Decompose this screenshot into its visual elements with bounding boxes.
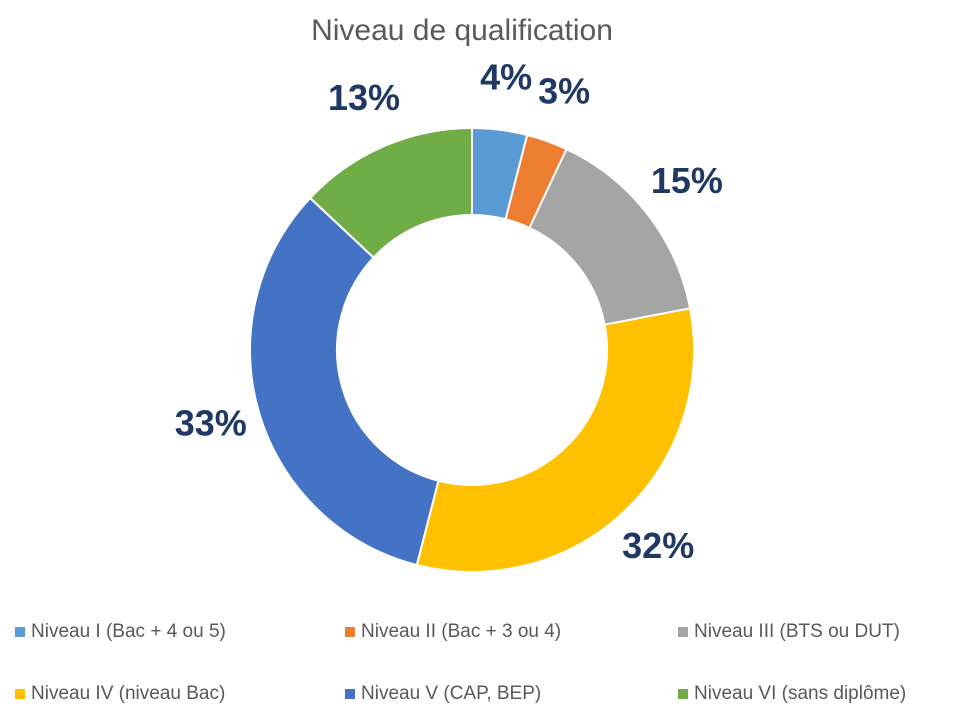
legend-label: Niveau II (Bac + 3 ou 4) <box>361 621 561 642</box>
legend-swatch <box>678 689 688 699</box>
data-label: 4% <box>480 57 532 98</box>
legend-label: Niveau I (Bac + 4 ou 5) <box>31 621 226 642</box>
donut-segment <box>415 307 695 573</box>
legend-swatch <box>345 689 355 699</box>
legend-swatch <box>15 689 25 699</box>
legend-swatch <box>15 627 25 637</box>
legend-swatch <box>345 627 355 637</box>
data-label: 13% <box>328 77 400 118</box>
data-label: 3% <box>538 71 590 112</box>
donut-segment <box>308 126 473 259</box>
legend-label: Niveau IV (niveau Bac) <box>31 683 225 704</box>
legend-label: Niveau III (BTS ou DUT) <box>694 621 900 642</box>
donut-segment <box>249 196 440 567</box>
data-label: 15% <box>651 160 723 201</box>
chart-title: Niveau de qualification <box>311 14 613 47</box>
data-label: 33% <box>175 402 247 443</box>
legend-label: Niveau V (CAP, BEP) <box>361 683 541 704</box>
legend-label: Niveau VI (sans diplôme) <box>694 683 906 704</box>
data-label: 32% <box>622 525 694 566</box>
legend-swatch <box>678 627 688 637</box>
